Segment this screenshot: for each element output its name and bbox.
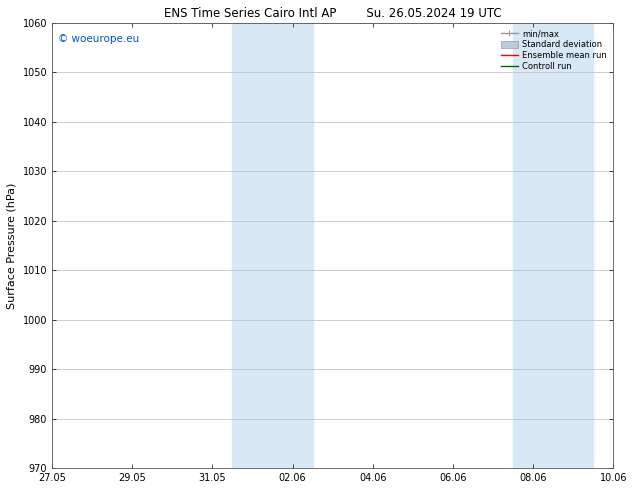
Y-axis label: Surface Pressure (hPa): Surface Pressure (hPa) (7, 182, 17, 309)
Legend: min/max, Standard deviation, Ensemble mean run, Controll run: min/max, Standard deviation, Ensemble me… (498, 26, 609, 74)
Bar (513, 23, 593, 468)
Bar (233, 23, 313, 468)
Text: © woeurope.eu: © woeurope.eu (58, 34, 139, 44)
Title: ENS Time Series Cairo Intl AP        Su. 26.05.2024 19 UTC: ENS Time Series Cairo Intl AP Su. 26.05.… (164, 7, 501, 20)
